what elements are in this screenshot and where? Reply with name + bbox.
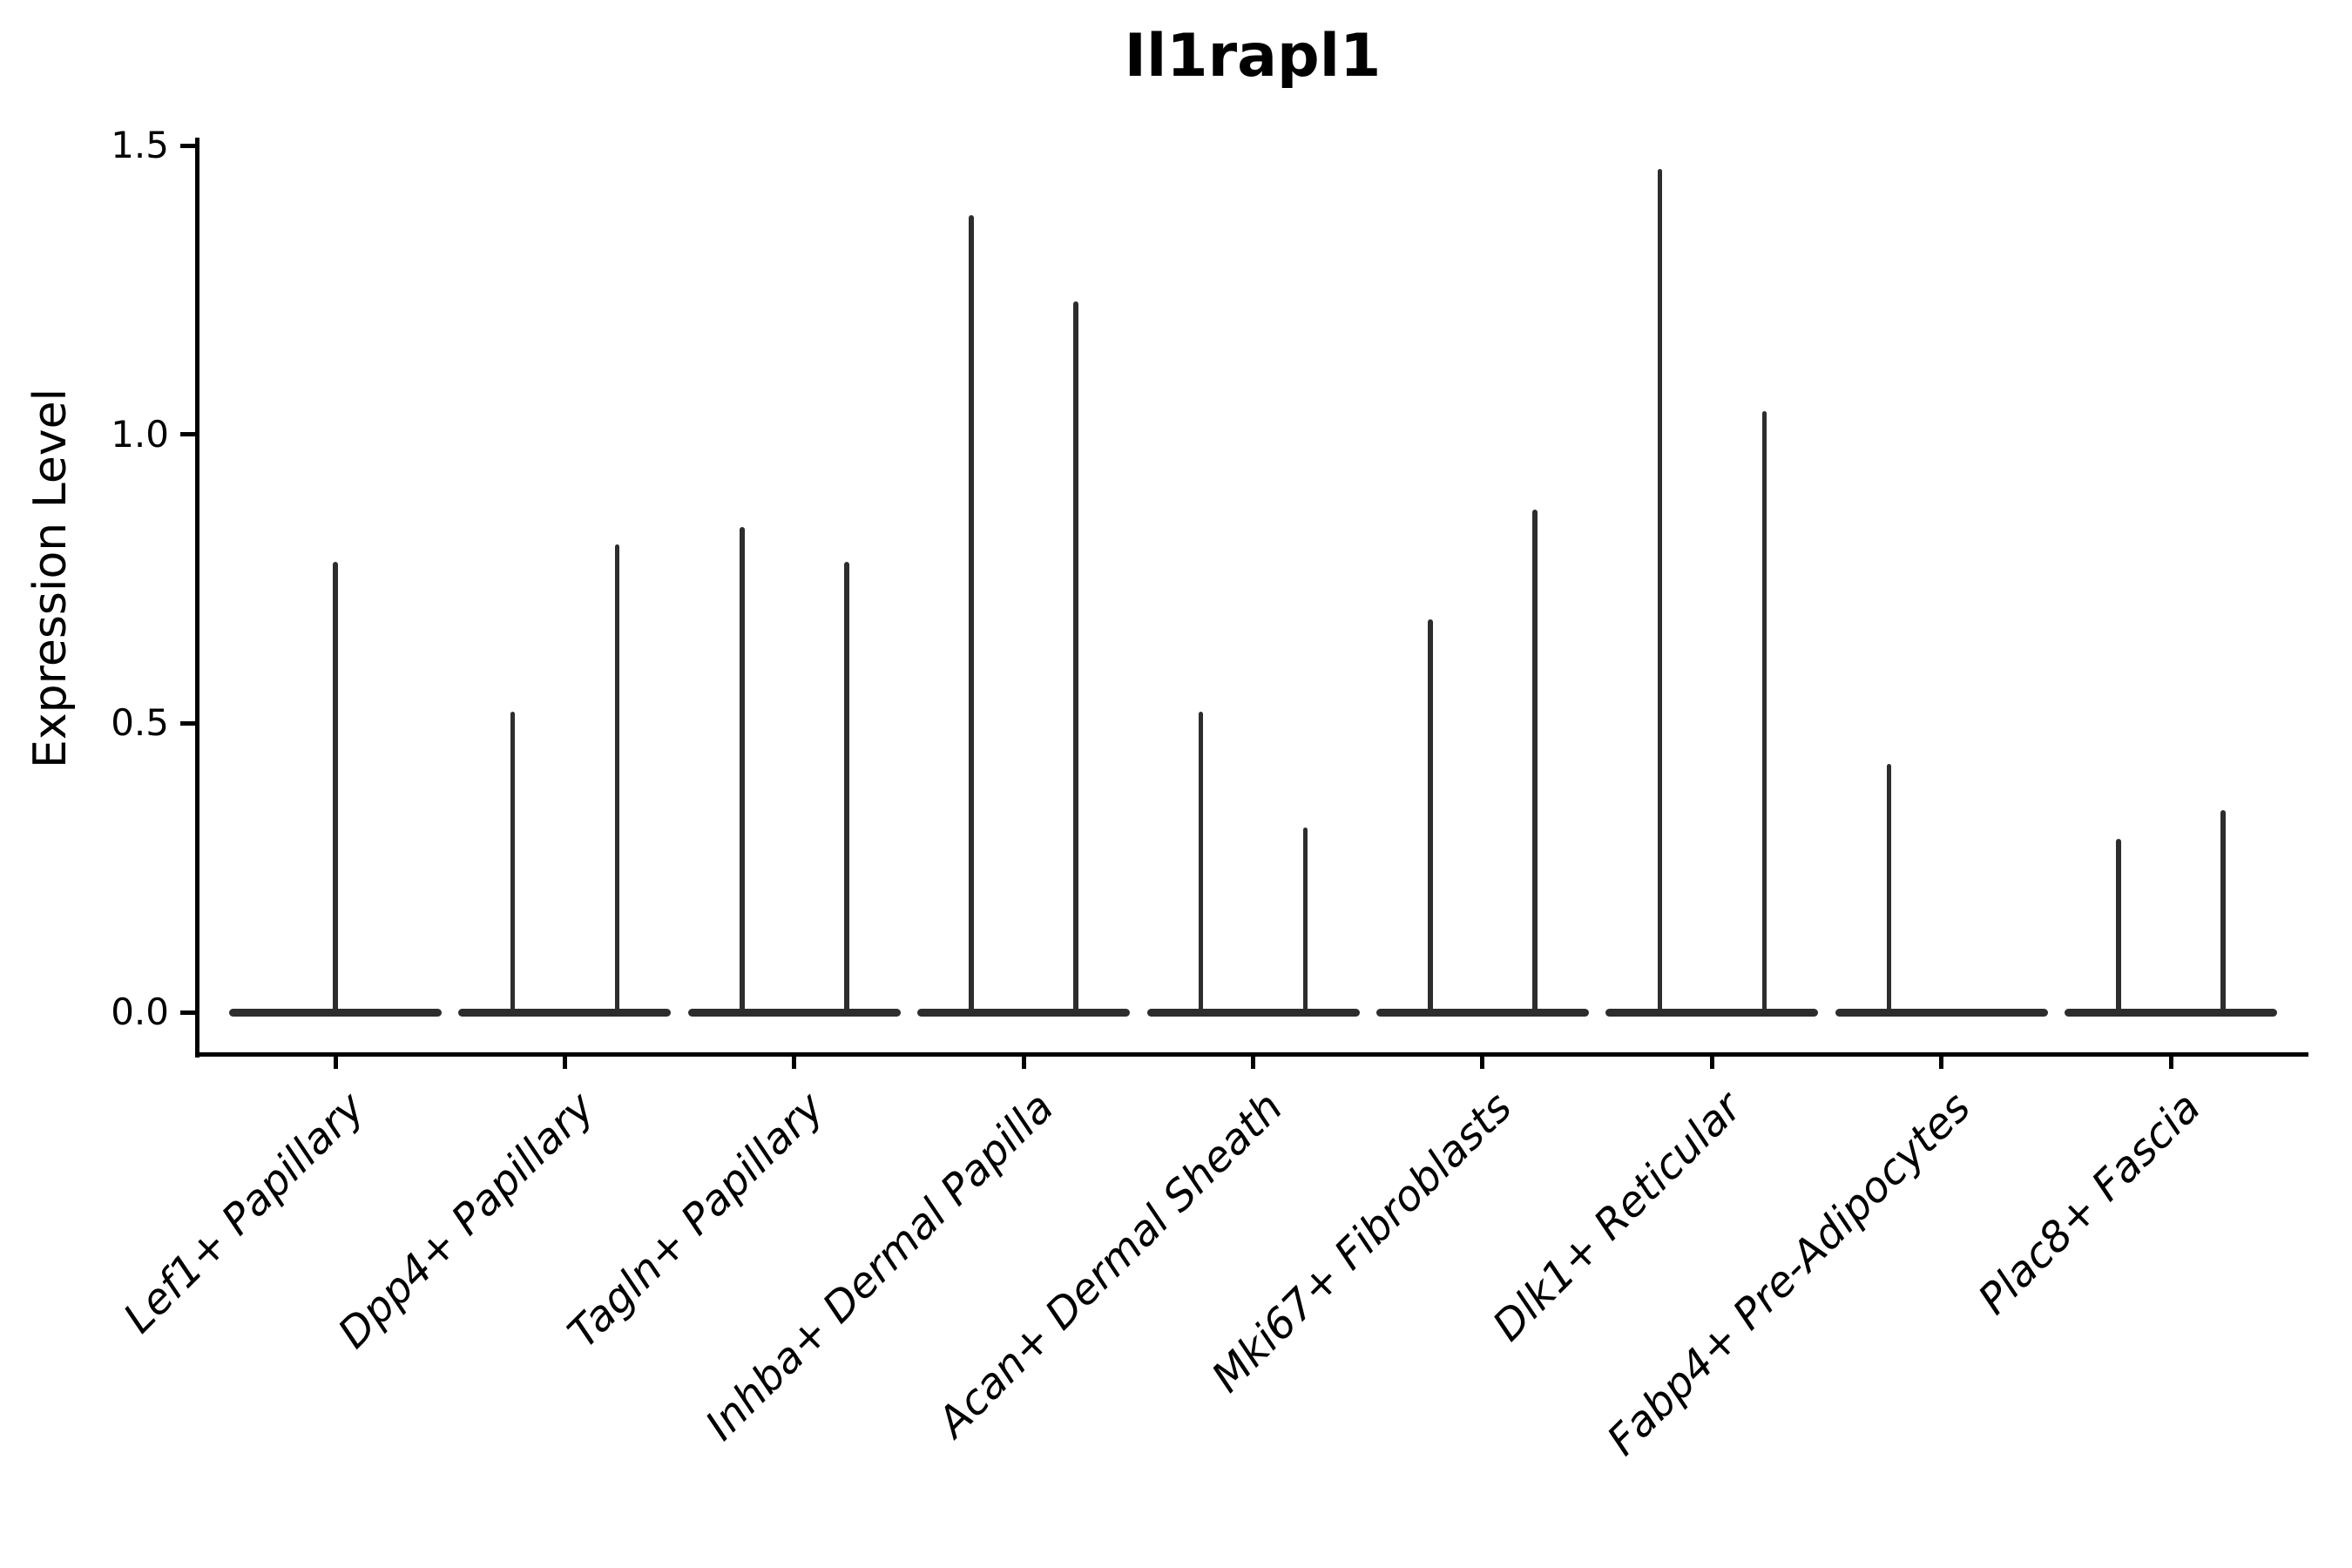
violin-spike: [844, 561, 849, 1015]
violin-spike: [614, 544, 620, 1015]
violin-spike: [1428, 618, 1433, 1015]
violin-base: [458, 1008, 672, 1017]
violin-base: [1605, 1008, 1819, 1017]
y-tick-label: 1.5: [111, 124, 169, 166]
x-tick: [333, 1054, 338, 1069]
violin-base: [1146, 1008, 1360, 1017]
violin-spike: [1073, 301, 1078, 1015]
violin-spike: [1657, 168, 1662, 1015]
violin-spike: [1198, 712, 1204, 1015]
violin-spike: [1532, 509, 1538, 1015]
y-tick-label: 0.5: [111, 701, 169, 745]
x-tick-label: Tagln+ Papillary: [558, 1083, 834, 1358]
violin-spike: [510, 712, 516, 1015]
y-tick: [180, 720, 198, 726]
violin-base: [1835, 1008, 2048, 1017]
x-tick-label: Dlk1+ Reticular: [1483, 1083, 1752, 1351]
plot-title: Il1rapl1: [1124, 22, 1382, 91]
y-tick: [180, 1010, 198, 1015]
y-tick-label: 0.0: [111, 990, 169, 1033]
x-tick-label: Lef1+ Papillary: [114, 1083, 375, 1343]
x-tick: [792, 1054, 797, 1069]
x-tick: [1251, 1054, 1255, 1069]
x-tick-label: Dpp4+ Papillary: [328, 1083, 605, 1358]
x-tick: [1939, 1054, 1944, 1069]
x-tick: [562, 1054, 567, 1069]
violin-spike: [2220, 809, 2226, 1015]
x-tick: [2168, 1054, 2173, 1069]
x-tick-label: Plac8+ Fascia: [1969, 1083, 2210, 1324]
violin-spike: [969, 214, 974, 1015]
y-tick: [180, 432, 198, 437]
violin-base: [2065, 1008, 2277, 1017]
violin-spike: [333, 561, 338, 1015]
y-axis-spine: [195, 138, 199, 1058]
violin-spike: [1886, 763, 1892, 1015]
y-tick: [180, 143, 198, 148]
violin-base: [687, 1008, 901, 1017]
x-tick: [1480, 1054, 1485, 1069]
x-tick: [1709, 1054, 1714, 1069]
violin-base: [917, 1008, 1131, 1017]
violin-spike: [1302, 827, 1308, 1015]
x-tick: [1021, 1054, 1026, 1069]
violin-spike: [740, 526, 745, 1015]
violin-base: [1375, 1008, 1589, 1017]
y-tick-label: 1.0: [111, 412, 169, 456]
y-axis-label: Expression Level: [24, 388, 77, 769]
violin-spike: [2116, 839, 2121, 1015]
violin-spike: [1761, 411, 1767, 1015]
